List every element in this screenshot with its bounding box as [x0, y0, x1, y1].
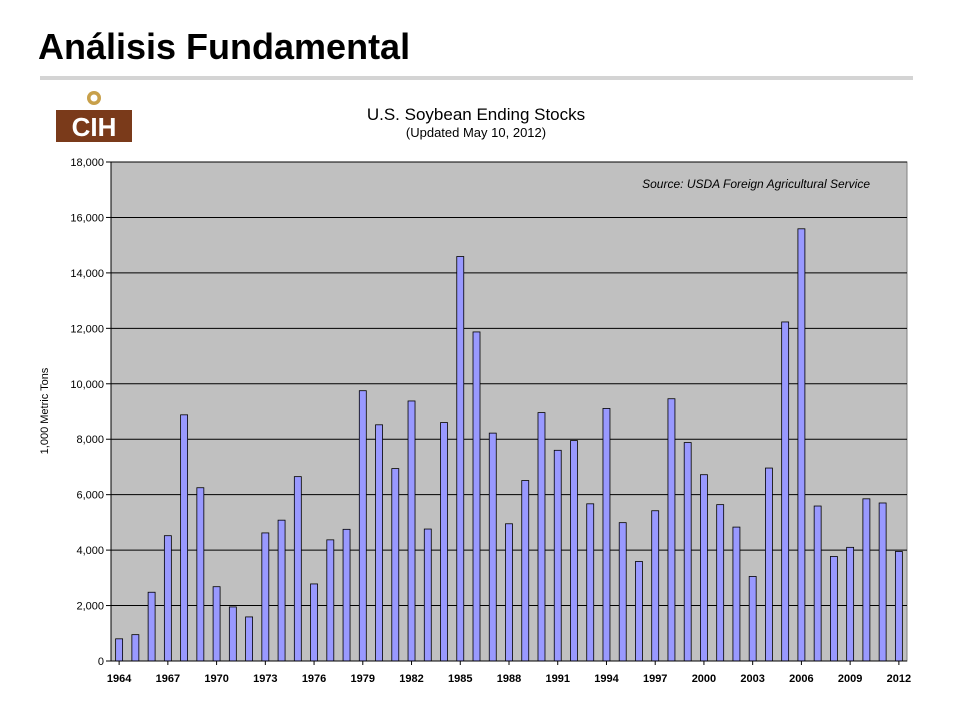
x-tick-label: 1997 [643, 673, 667, 685]
bar [180, 414, 188, 662]
bar [375, 424, 383, 662]
chart-title: U.S. Soybean Ending Stocks [367, 105, 585, 124]
x-tick-label: 1979 [351, 673, 375, 685]
bar [797, 228, 806, 662]
bar [115, 638, 124, 662]
x-tick-label: 2000 [692, 673, 716, 685]
bar [602, 408, 611, 662]
bar [537, 412, 546, 662]
bar [813, 505, 822, 662]
x-tick-label: 1976 [302, 673, 326, 685]
bar [277, 519, 286, 662]
bar [212, 586, 221, 662]
bar [830, 556, 838, 662]
bar [196, 487, 205, 662]
bar [781, 321, 790, 662]
bar [716, 504, 725, 662]
slide-title: Análisis Fundamental [38, 26, 411, 67]
y-tick-label: 2,000 [76, 601, 104, 613]
x-tick-label: 1985 [448, 673, 472, 685]
bar [765, 467, 773, 662]
y-tick-label: 0 [98, 656, 104, 668]
bar [342, 528, 351, 662]
bar [358, 390, 367, 662]
x-tick-label: 1994 [594, 673, 619, 685]
y-tick-label: 14,000 [70, 268, 104, 280]
x-tick-label: 1973 [253, 673, 277, 685]
bar [846, 546, 855, 662]
source-annotation: Source: USDA Foreign Agricultural Servic… [642, 177, 870, 191]
bar [586, 503, 595, 662]
x-tick-label: 1967 [156, 673, 180, 685]
bar [683, 442, 692, 662]
bar [667, 398, 676, 662]
bar [456, 256, 465, 662]
y-tick-label: 18,000 [70, 157, 104, 169]
bar [228, 606, 237, 662]
y-tick-label: 6,000 [76, 490, 104, 502]
y-tick-label: 16,000 [70, 212, 104, 224]
bar [618, 522, 627, 662]
x-tick-label: 1988 [497, 673, 521, 685]
bar [700, 474, 708, 662]
y-tick-label: 12,000 [70, 323, 104, 335]
bar [651, 510, 660, 662]
bar [521, 480, 530, 662]
x-tick-label: 1970 [204, 673, 228, 685]
x-tick-label: 2006 [789, 673, 813, 685]
bar [423, 528, 432, 662]
x-tick-label: 1991 [545, 673, 569, 685]
bar [163, 535, 172, 662]
cih-logo: CIH [54, 88, 134, 144]
bar [147, 591, 156, 662]
x-tick-label: 1982 [399, 673, 423, 685]
bar [732, 526, 741, 662]
y-tick-label: 4,000 [76, 545, 104, 557]
bar [472, 331, 481, 662]
bar [894, 551, 903, 662]
x-tick-label: 2003 [740, 673, 764, 685]
bar [862, 498, 871, 662]
x-tick-label: 2012 [887, 673, 911, 685]
bar [635, 561, 643, 662]
bar [407, 400, 416, 662]
bar [391, 468, 400, 662]
bar [570, 440, 578, 662]
bar [488, 432, 497, 662]
bar [326, 539, 335, 662]
bar [878, 502, 887, 662]
y-tick-label: 10,000 [70, 379, 104, 391]
y-tick-label: 8,000 [76, 434, 104, 446]
bar [131, 634, 140, 662]
bar [748, 576, 757, 662]
bar [505, 523, 513, 662]
x-tick-label: 1964 [107, 673, 132, 685]
bar [293, 476, 302, 662]
bar [245, 616, 253, 662]
chart-subtitle: (Updated May 10, 2012) [406, 125, 546, 140]
svg-text:CIH: CIH [72, 112, 117, 142]
bar [440, 422, 448, 662]
title-divider [40, 76, 913, 80]
y-axis-label: 1,000 Metric Tons [39, 367, 51, 454]
bar [310, 583, 318, 662]
bar [553, 449, 562, 662]
bar [261, 532, 270, 662]
x-tick-label: 2009 [838, 673, 862, 685]
